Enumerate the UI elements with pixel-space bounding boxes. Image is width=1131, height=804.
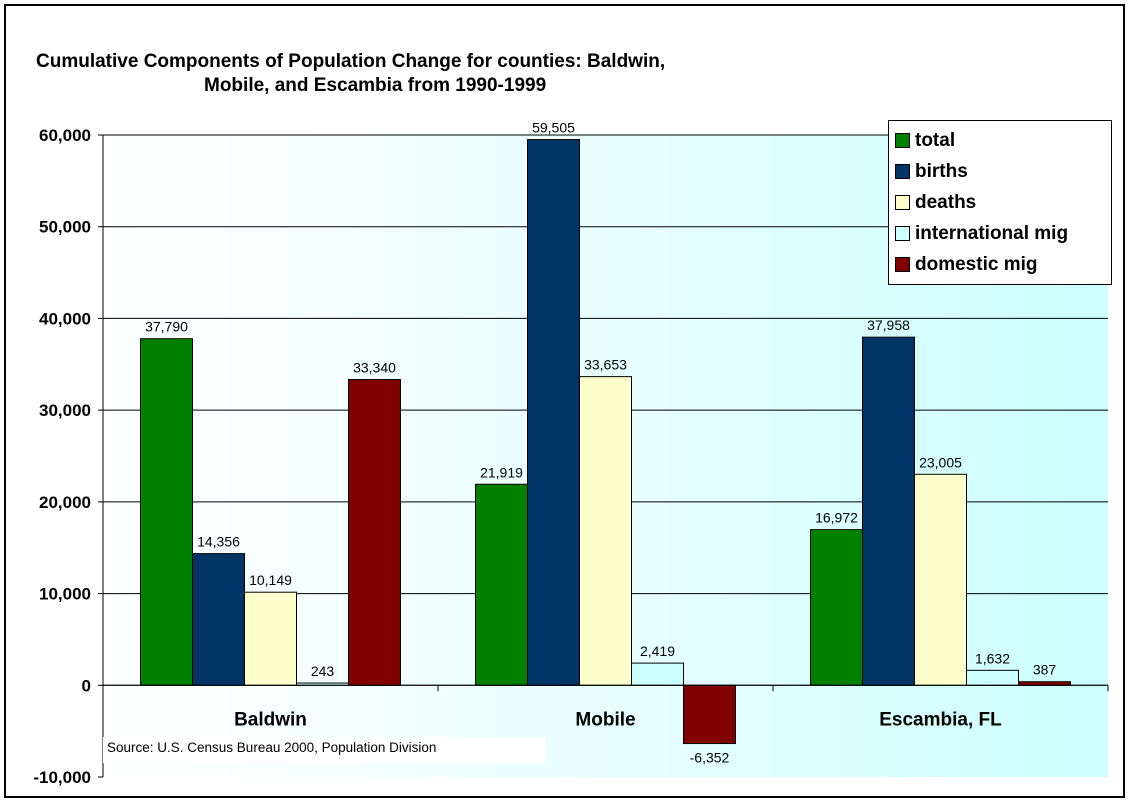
bar-total [140,338,193,686]
y-tick-label: 20,000 [39,493,91,512]
data-label: -6,352 [690,750,730,766]
legend-label: total [915,129,956,151]
data-label: 16,972 [815,510,858,526]
bar-total [810,529,863,686]
chart-legend: total births deaths international mig domest… [888,120,1112,285]
bar-total [475,483,528,686]
data-label: 387 [1033,662,1057,678]
legend-label: domestic mig [915,253,1038,275]
legend-swatch [895,133,910,148]
bar-births [192,553,245,686]
legend-item: total [895,125,1111,156]
bar-births [862,336,915,686]
y-tick-label: 40,000 [39,309,91,328]
bar-domestic-mig [348,379,401,686]
legend-label: births [915,160,968,182]
data-label: 33,340 [353,360,396,376]
legend-swatch [895,226,910,241]
y-tick-label: 60,000 [39,126,91,145]
legend-label: deaths [915,191,977,213]
legend-item: international mig [895,218,1111,249]
bar-births [527,139,580,686]
chart-title-line-1: Cumulative Components of Population Chan… [36,51,666,72]
legend-item: births [895,156,1111,187]
data-label: 37,958 [867,317,910,333]
y-tick-label: -10,000 [33,768,91,787]
data-label: 59,505 [532,120,575,136]
legend-swatch [895,195,910,210]
chart-title: Cumulative Components of Population Chan… [36,50,665,98]
bar-international-mig [966,669,1019,686]
data-label: 21,919 [480,464,523,480]
chart-title-line-2: Mobile, and Escambia from 1990-1999 [204,75,547,96]
x-category-label: Baldwin [234,709,307,730]
data-label: 33,653 [584,357,627,373]
bar-deaths [244,591,297,686]
bar-deaths [579,376,632,686]
x-category-label: Escambia, FL [879,709,1002,730]
data-label: 37,790 [145,319,188,335]
data-label: 243 [311,663,335,679]
legend-item: domestic mig [895,249,1111,280]
y-tick-label: 0 [82,676,91,695]
legend-item: deaths [895,187,1111,218]
legend-swatch [895,257,910,272]
data-label: 14,356 [197,534,240,550]
y-tick-label: 50,000 [39,218,91,237]
bar-domestic-mig [683,684,736,745]
x-category-label: Mobile [575,709,635,730]
data-label: 10,149 [249,572,292,588]
y-tick-label: 10,000 [39,585,91,604]
y-tick-label: 30,000 [39,401,91,420]
legend-swatch [895,164,910,179]
data-label: 23,005 [919,454,962,470]
data-label: 2,419 [640,643,675,659]
bar-international-mig [631,662,684,686]
source-note: Source: U.S. Census Bureau 2000, Populat… [103,737,545,763]
legend-label: international mig [915,222,1069,244]
data-label: 1,632 [975,650,1010,666]
bar-deaths [914,473,967,686]
bar-domestic-mig [1018,681,1071,686]
